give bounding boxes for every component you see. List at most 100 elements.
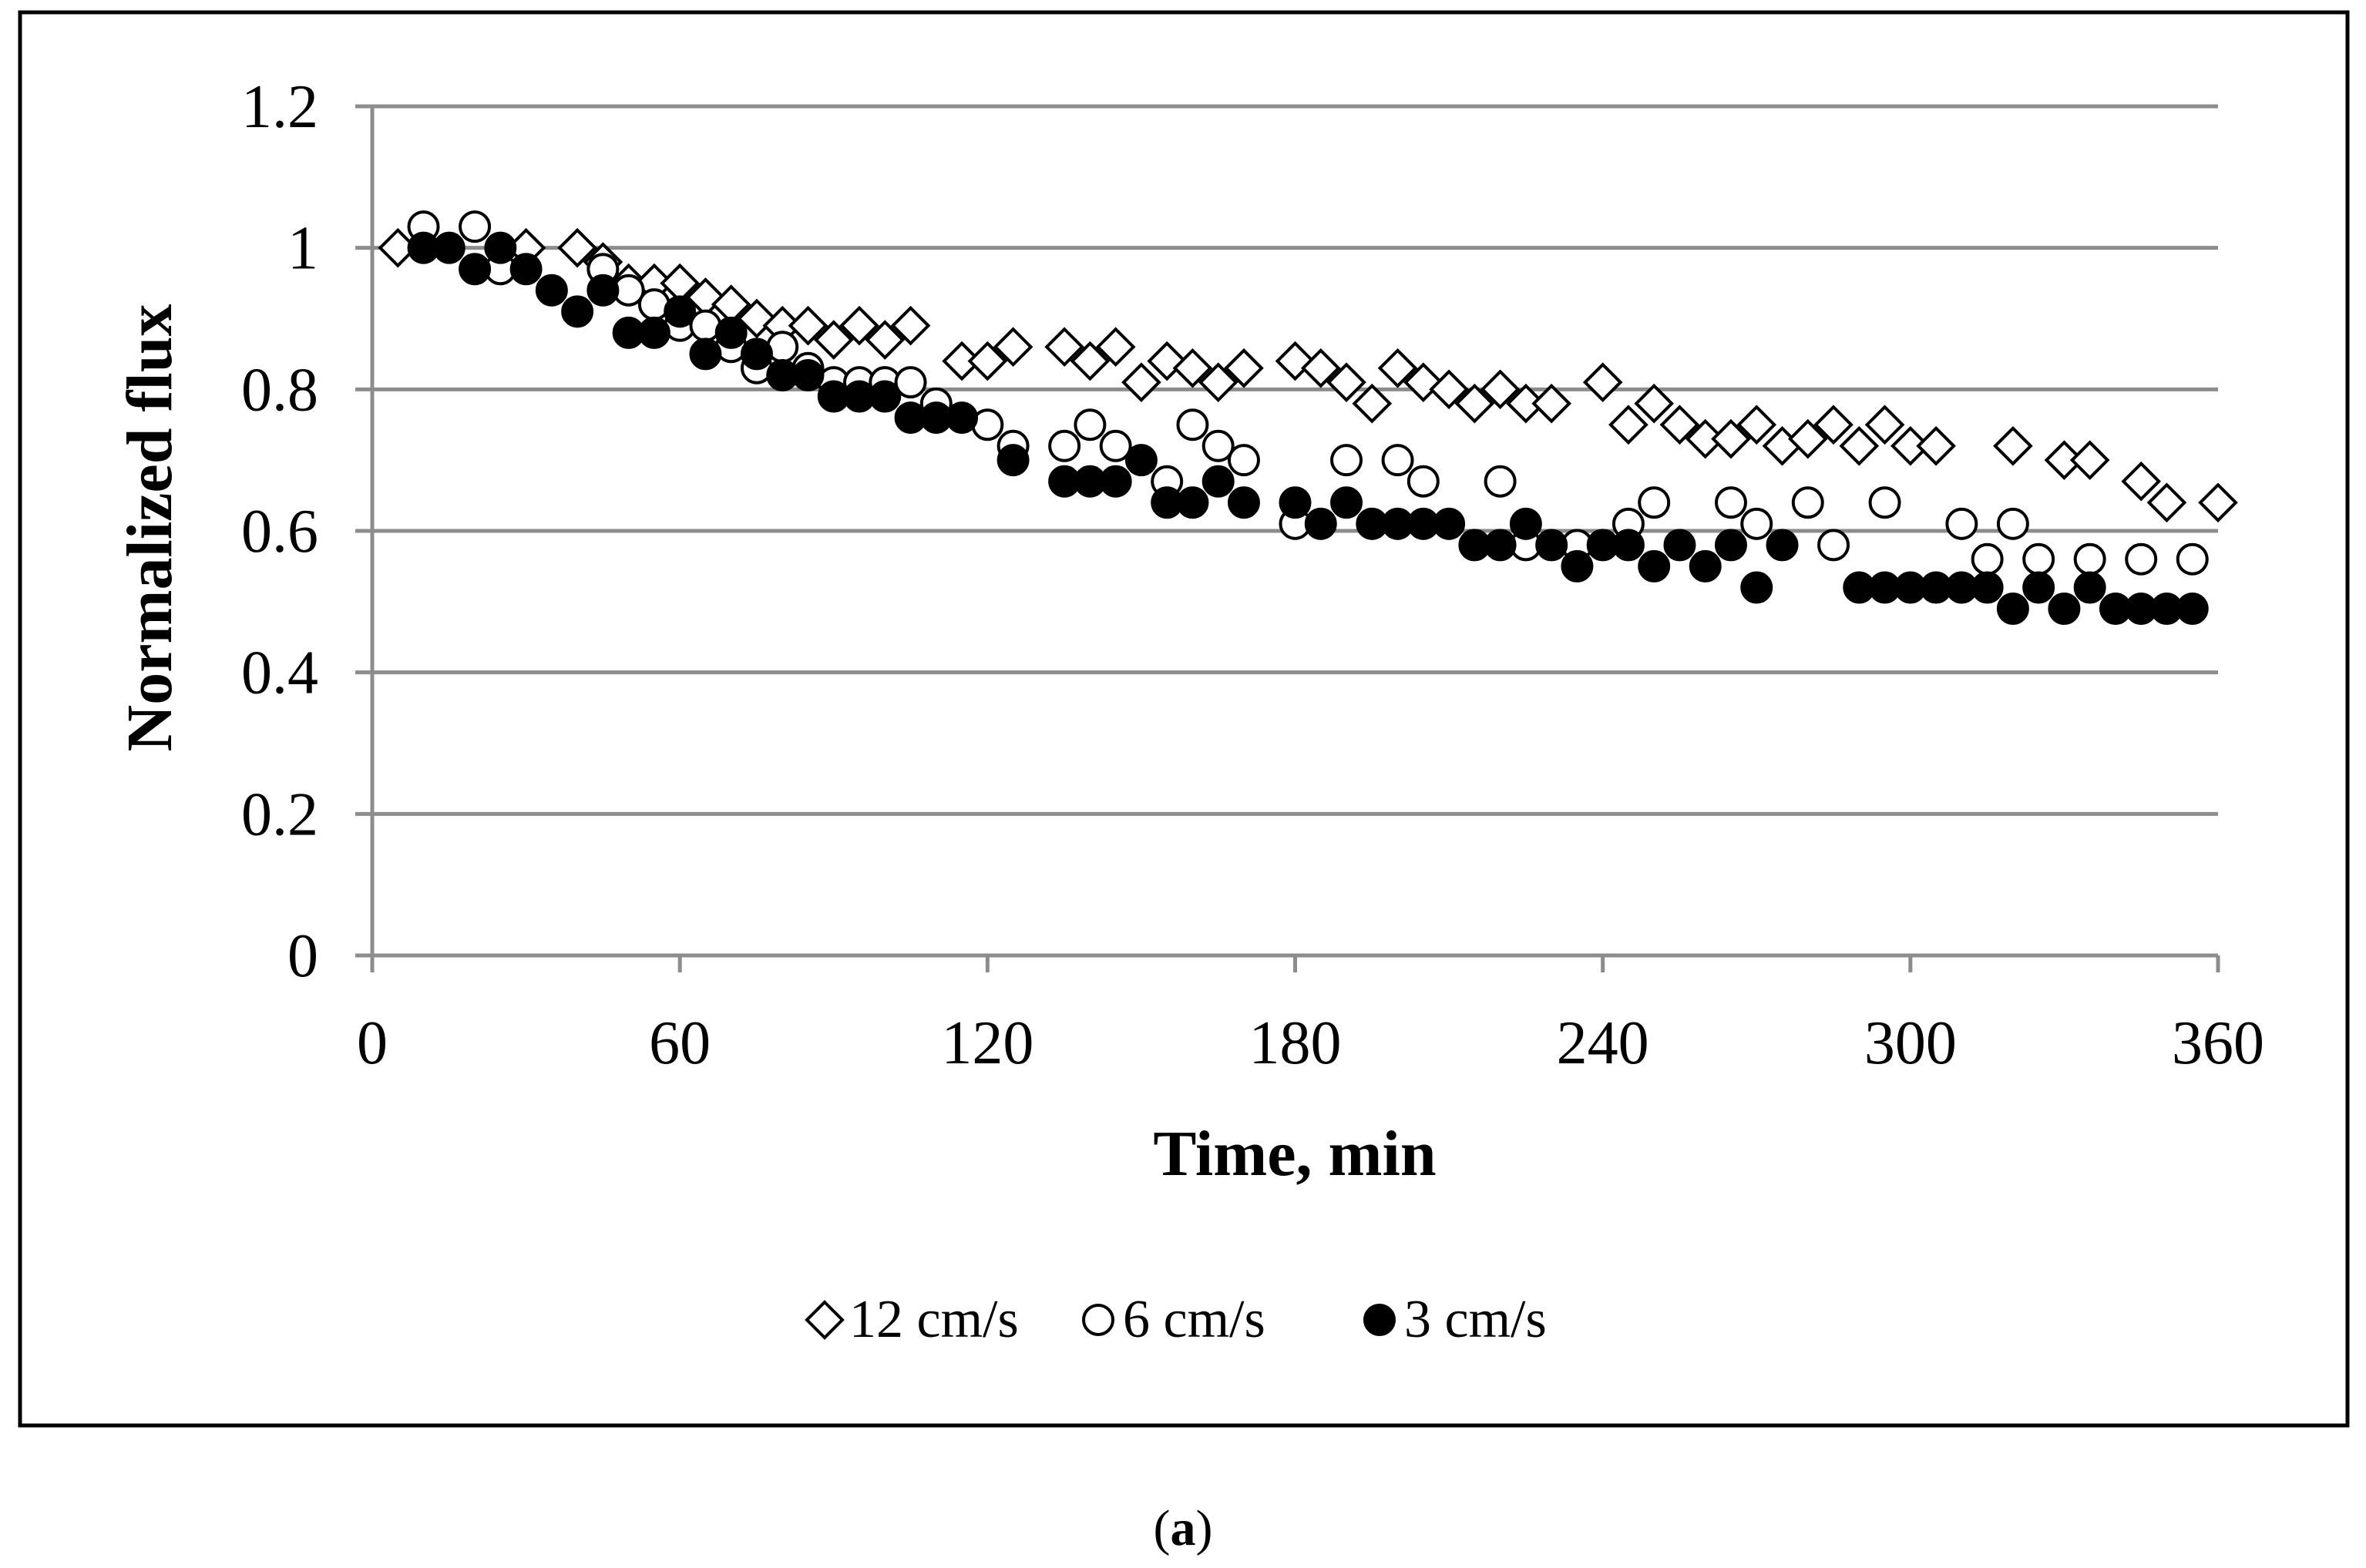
data-point — [586, 274, 620, 307]
data-point — [1095, 327, 1136, 368]
data-point — [1509, 507, 1542, 540]
figure-caption: (a) — [1154, 1500, 1213, 1556]
data-point — [1714, 486, 1747, 519]
data-point — [1198, 362, 1238, 402]
data-point — [1484, 529, 1517, 562]
data-point — [1714, 529, 1747, 562]
legend-item: 12 cm/s — [805, 1290, 1019, 1349]
data-point — [2121, 461, 2162, 502]
data-point — [2022, 571, 2055, 604]
legend-marker — [1082, 1304, 1114, 1336]
x-tick-label: 120 — [941, 1009, 1033, 1077]
series-12-cm-s — [378, 227, 2238, 523]
data-point — [1429, 369, 1469, 410]
y-tick-label: 0.8 — [241, 356, 318, 424]
caption-letter: a — [1171, 1500, 1196, 1556]
data-point — [459, 253, 492, 286]
data-point — [664, 295, 697, 328]
x-tick-label: 240 — [1557, 1009, 1649, 1077]
tick-labels: 0 0.2 0.4 0.6 0.8 1 1.2 0 60 120 180 240 300 360 — [241, 73, 2264, 1077]
data-point — [1484, 465, 1517, 498]
legend-item: 6 cm/s — [1082, 1290, 1265, 1349]
legend-item: 3 cm/s — [1363, 1290, 1547, 1349]
legend-label: 3 cm/s — [1404, 1290, 1547, 1349]
data-point — [946, 401, 979, 435]
data-point — [1993, 425, 2033, 466]
data-point — [557, 227, 597, 268]
data-point — [637, 316, 670, 349]
x-tick-label: 180 — [1249, 1009, 1342, 1077]
data-point — [1740, 507, 1773, 540]
data-point — [791, 358, 825, 391]
data-point — [1864, 405, 1905, 445]
data-point — [689, 337, 722, 371]
data-point — [1813, 405, 1853, 445]
data-point — [1736, 405, 1777, 445]
legend-marker — [805, 1300, 845, 1340]
data-point — [1074, 408, 1107, 442]
data-point — [788, 305, 828, 346]
data-point — [1352, 383, 1393, 424]
data-point — [1201, 429, 1235, 462]
data-point — [1663, 529, 1696, 562]
data-point — [1227, 444, 1260, 477]
x-axis-title: Time, min — [1153, 1118, 1436, 1190]
data-point — [1124, 444, 1158, 477]
data-point — [1839, 425, 1880, 466]
data-point — [2069, 440, 2110, 480]
data-point — [1561, 549, 1594, 583]
data-point — [1454, 383, 1495, 424]
data-point — [2125, 542, 2158, 576]
data-point — [1531, 383, 1571, 424]
y-tick-label: 1 — [287, 215, 318, 283]
chart-frame — [18, 10, 2350, 1428]
data-point — [561, 295, 594, 328]
data-point — [1227, 486, 1260, 519]
data-point — [1689, 549, 1722, 583]
y-tick-label: 0.2 — [241, 781, 318, 848]
data-point — [2022, 542, 2055, 576]
data-point — [1916, 425, 1956, 466]
data-point — [2146, 482, 2187, 523]
data-point — [1433, 507, 1466, 540]
data-point — [509, 253, 543, 286]
data-point — [1711, 418, 1751, 459]
data-point — [1740, 571, 1773, 604]
data-point — [1638, 549, 1671, 583]
data-point — [869, 380, 902, 413]
data-point — [1381, 444, 1414, 477]
data-point — [1659, 405, 1700, 445]
data-point — [1634, 383, 1675, 424]
data-point — [459, 210, 492, 243]
data-point — [1406, 465, 1440, 498]
data-point — [1300, 348, 1341, 388]
data-point — [1791, 486, 1824, 519]
data-point — [432, 231, 465, 264]
data-point — [1330, 444, 1363, 477]
y-tick-label: 1.2 — [241, 73, 318, 141]
caption-close-paren: ) — [1196, 1500, 1213, 1556]
legend-label: 6 cm/s — [1123, 1290, 1265, 1349]
data-point — [2176, 542, 2209, 576]
axes — [355, 104, 2220, 972]
data-point — [890, 305, 931, 346]
legend: 12 cm/s 6 cm/s 3 cm/s — [805, 1290, 1547, 1349]
data-point — [1121, 362, 1161, 402]
data-point — [1279, 486, 1312, 519]
data-point — [1377, 348, 1418, 388]
x-tick-label: 300 — [1864, 1009, 1957, 1077]
series-3-cm-s — [407, 231, 2209, 626]
legend-label: 12 cm/s — [849, 1290, 1019, 1349]
data-point — [1638, 486, 1671, 519]
data-point — [1480, 369, 1521, 410]
data-point — [1070, 341, 1111, 381]
data-point — [2073, 571, 2106, 604]
x-tick-label: 0 — [357, 1009, 388, 1077]
data-point — [1330, 486, 1363, 519]
data-point — [1582, 362, 1623, 402]
data-point — [1403, 362, 1443, 402]
data-point — [1945, 507, 1978, 540]
data-point — [1996, 593, 2029, 626]
data-point — [894, 366, 927, 399]
data-point — [1787, 418, 1828, 459]
